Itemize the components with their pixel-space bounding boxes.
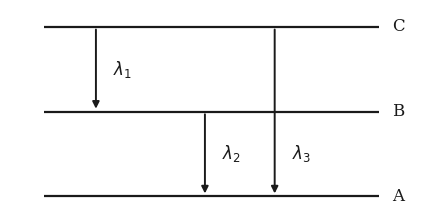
Text: B: B: [392, 103, 405, 120]
Text: C: C: [392, 18, 405, 35]
Text: A: A: [392, 188, 405, 205]
Text: $\lambda_3$: $\lambda_3$: [292, 143, 311, 164]
Text: $\lambda_1$: $\lambda_1$: [113, 59, 132, 80]
Text: $\lambda_2$: $\lambda_2$: [222, 143, 241, 164]
